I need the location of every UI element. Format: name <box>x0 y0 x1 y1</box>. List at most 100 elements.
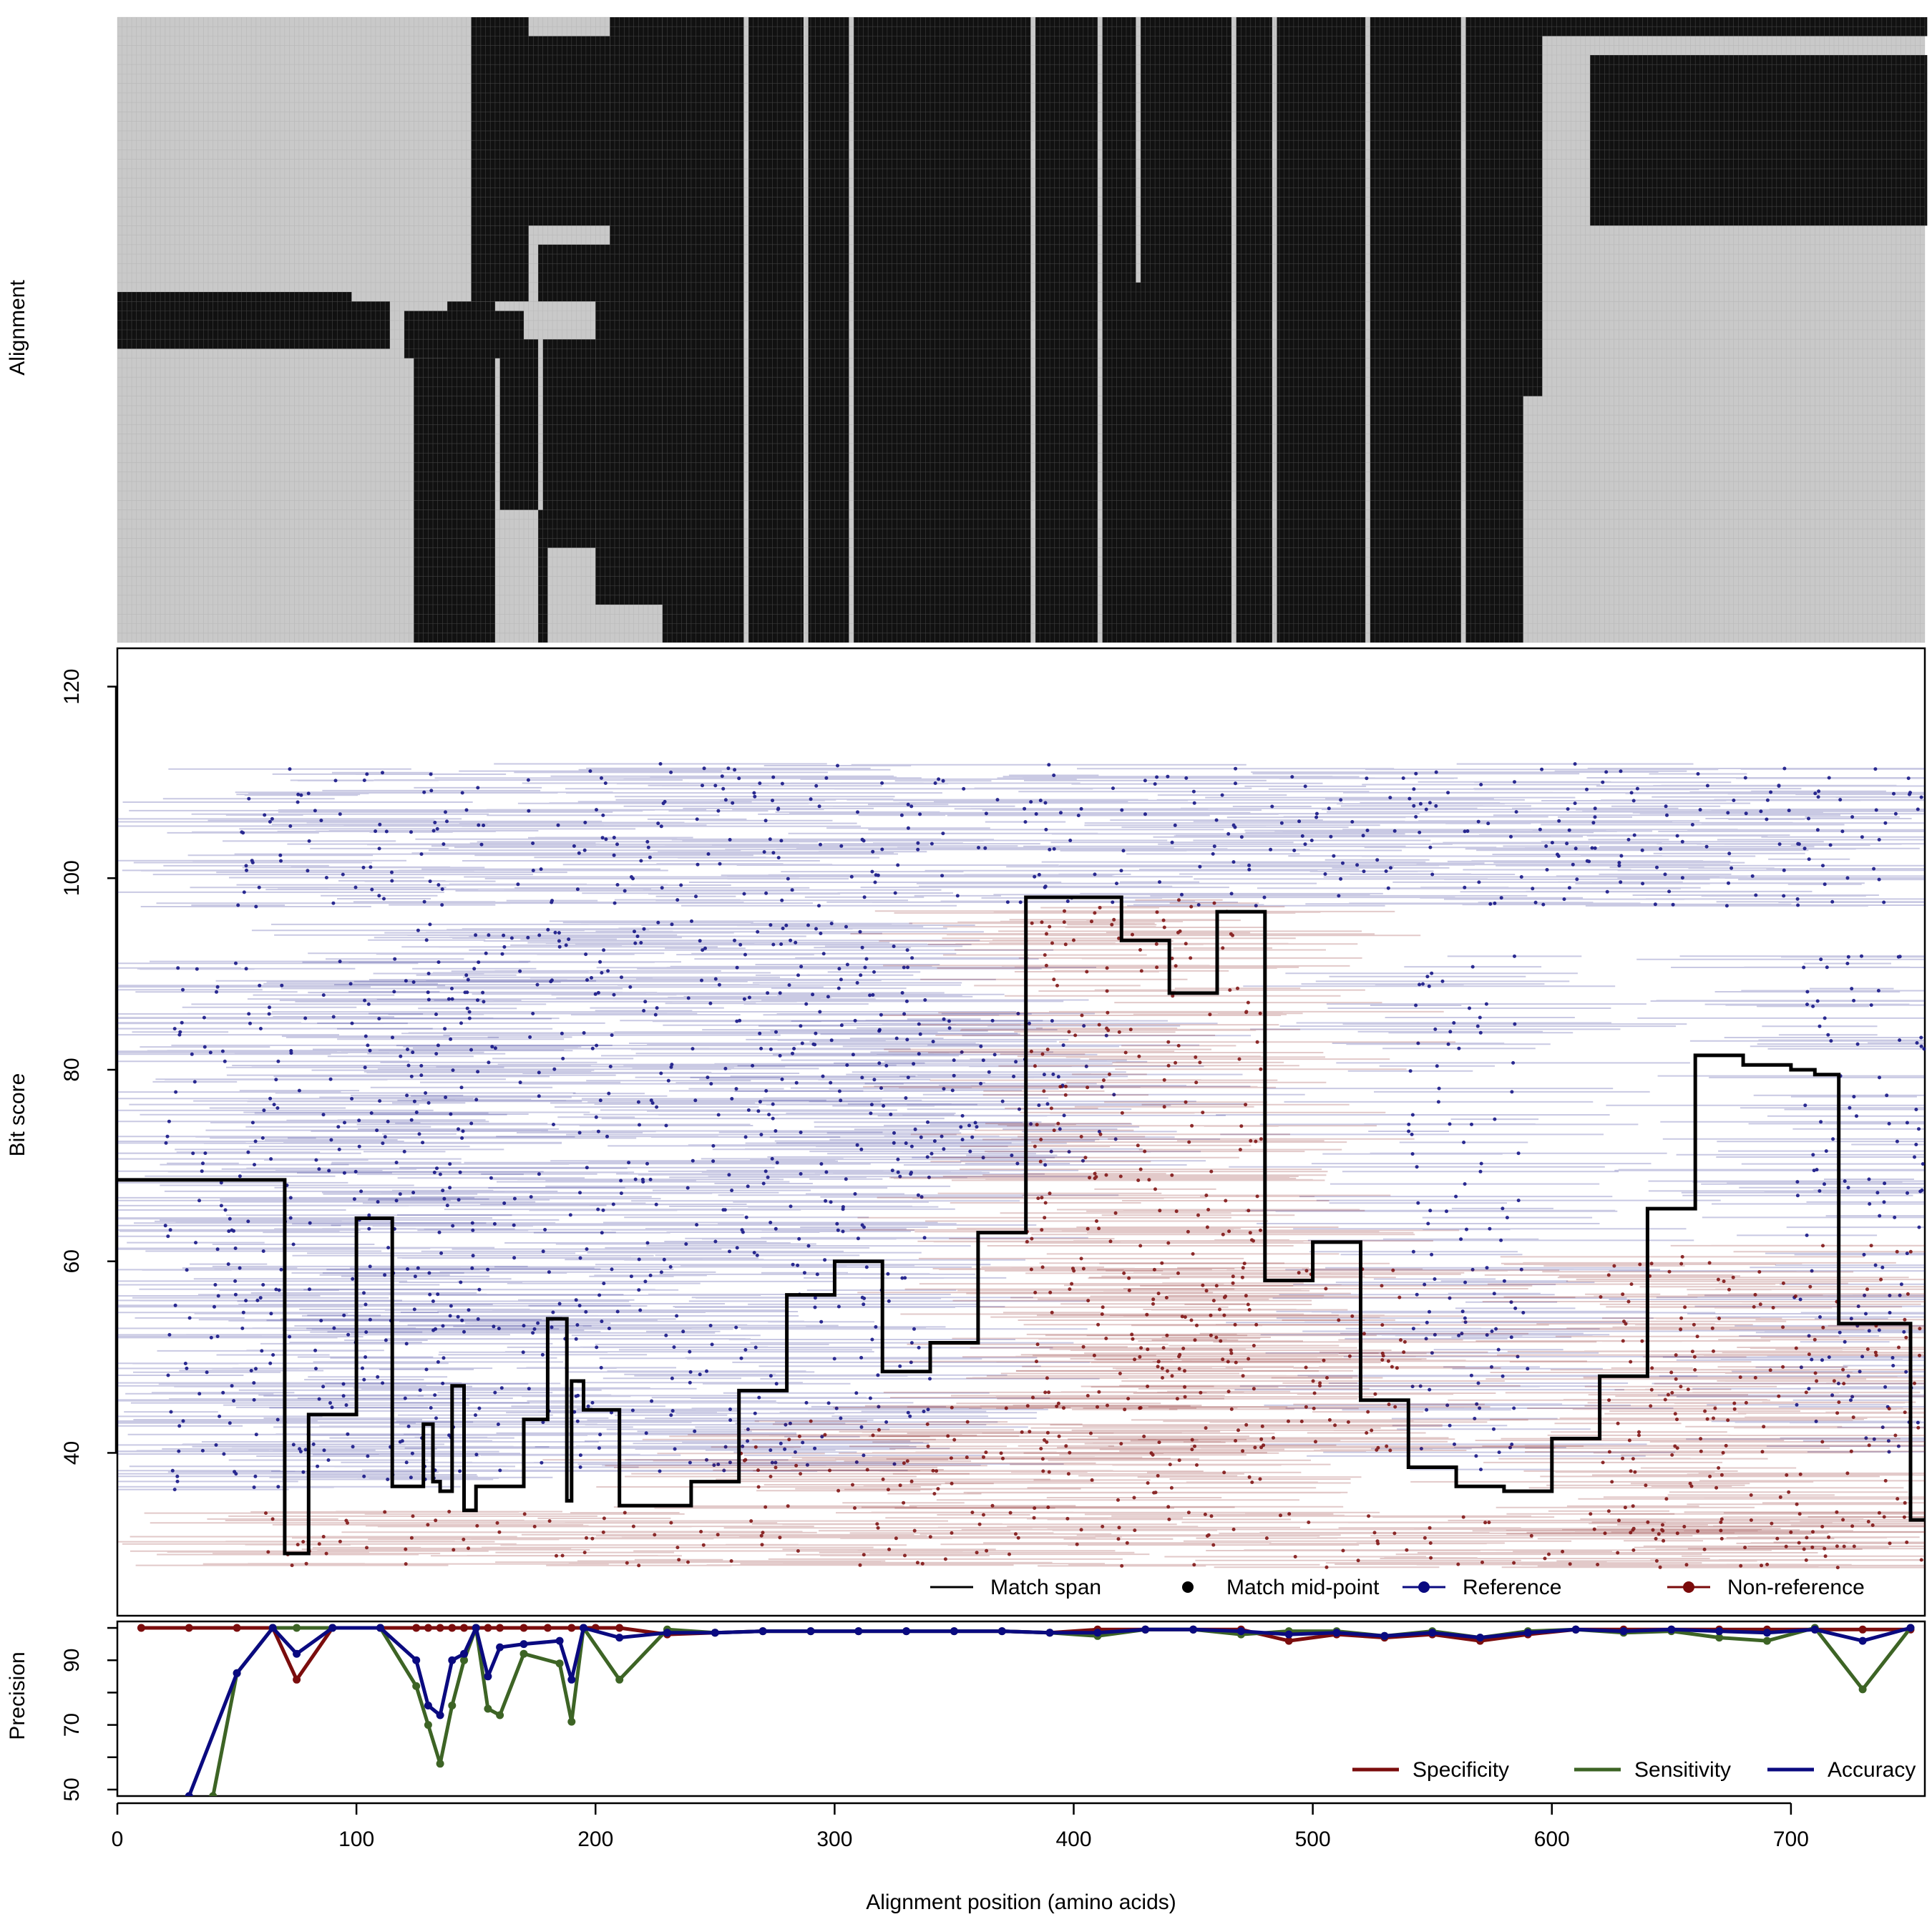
accuracy-point <box>472 1624 480 1632</box>
sensitivity-point <box>1763 1637 1771 1645</box>
accuracy-point <box>1715 1627 1723 1635</box>
accuracy-point <box>854 1627 862 1635</box>
x-tick-label: 500 <box>1295 1828 1331 1851</box>
bitscore-y-tick-label: 100 <box>60 860 84 896</box>
accuracy-point <box>1285 1631 1293 1639</box>
accuracy-point <box>1667 1626 1675 1634</box>
accuracy-point <box>448 1657 456 1664</box>
accuracy-point <box>1763 1629 1771 1636</box>
specificity-point <box>615 1624 623 1632</box>
specificity-point <box>460 1624 468 1632</box>
legend-label: Non-reference <box>1727 1576 1865 1599</box>
filled-block-10 <box>349 301 390 348</box>
sensitivity-point <box>567 1718 575 1726</box>
legend-label: Match span <box>990 1576 1101 1599</box>
accuracy-point <box>293 1650 301 1658</box>
legend-dot <box>1683 1581 1694 1593</box>
bitscore-y-axis: 406080100120 <box>60 669 117 1465</box>
x-tick-label: 200 <box>577 1828 613 1851</box>
sensitivity-point <box>209 1792 217 1800</box>
x-tick-label: 700 <box>1773 1828 1809 1851</box>
bitscore-panel: Bit score 406080100120 Match span Match m… <box>6 648 1926 1616</box>
accuracy-point <box>567 1676 575 1684</box>
accuracy-point <box>1907 1624 1915 1632</box>
accuracy-point <box>759 1627 767 1635</box>
accuracy-point <box>1859 1637 1867 1645</box>
sensitivity-point <box>424 1721 432 1729</box>
precision-y-axis: 50 70 90 <box>60 1628 117 1802</box>
accuracy-point <box>1524 1629 1532 1636</box>
x-tick-label: 600 <box>1534 1828 1570 1851</box>
specificity-point <box>412 1624 420 1632</box>
sensitivity-point <box>1859 1685 1867 1693</box>
bitscore-ylabel: Bit score <box>6 1073 29 1157</box>
specificity-point <box>544 1624 552 1632</box>
sensitivity-point <box>448 1702 456 1709</box>
accuracy-point <box>998 1627 1006 1635</box>
accuracy-point <box>1380 1632 1388 1640</box>
legend-dot <box>1418 1581 1430 1593</box>
accuracy-point <box>1189 1626 1197 1634</box>
specificity-point <box>448 1624 456 1632</box>
specificity-point <box>424 1624 432 1632</box>
alignment-panel: Alignment <box>6 17 1927 643</box>
accuracy-point <box>1620 1627 1628 1635</box>
specificity-point <box>185 1624 193 1632</box>
accuracy-point <box>376 1624 384 1632</box>
sensitivity-point <box>293 1624 301 1632</box>
bitscore-y-tick-label: 60 <box>60 1249 84 1273</box>
precision-y-tick-label: 50 <box>60 1777 84 1801</box>
specificity-point <box>567 1624 575 1632</box>
specificity-point <box>233 1624 241 1632</box>
sensitivity-point <box>412 1682 420 1690</box>
accuracy-point <box>1333 1629 1341 1636</box>
accuracy-point <box>807 1627 815 1635</box>
alignment-ylabel: Alignment <box>6 280 29 376</box>
x-axis-label: Alignment position (amino acids) <box>866 1890 1176 1914</box>
x-tick-label: 300 <box>816 1828 852 1851</box>
sensitivity-point <box>520 1650 528 1658</box>
accuracy-point <box>436 1712 444 1719</box>
specificity-point <box>496 1624 504 1632</box>
accuracy-point <box>1093 1629 1101 1636</box>
accuracy-point <box>424 1702 432 1709</box>
accuracy-point <box>1811 1626 1819 1634</box>
bitscore-y-tick-label: 40 <box>60 1441 84 1465</box>
sensitivity-point <box>484 1705 492 1713</box>
accuracy-point <box>269 1624 277 1632</box>
specificity-point <box>293 1676 301 1684</box>
precision-ylabel: Precision <box>6 1652 29 1740</box>
precision-panel: Precision 50 70 90 Specificity Sensitivity A… <box>6 1621 1925 1914</box>
legend-label: Match mid-point <box>1226 1576 1380 1599</box>
shared-x-axis: 0 100 200 300 400 500 600 700 <box>112 1803 1809 1851</box>
sensitivity-point <box>436 1760 444 1767</box>
bitscore-y-tick-label: 120 <box>60 669 84 705</box>
accuracy-point <box>615 1634 623 1641</box>
accuracy-point <box>412 1657 420 1664</box>
accuracy-point <box>233 1669 241 1677</box>
accuracy-point <box>711 1629 719 1636</box>
accuracy-point <box>556 1637 564 1645</box>
precision-y-tick-label: 90 <box>60 1649 84 1672</box>
specificity-point <box>484 1624 492 1632</box>
accuracy-point <box>484 1672 492 1680</box>
accuracy-point <box>1476 1634 1484 1641</box>
precision-legend: Specificity Sensitivity Accuracy <box>1352 1758 1916 1782</box>
accuracy-point <box>460 1650 468 1658</box>
accuracy-point <box>328 1624 336 1632</box>
accuracy-point <box>1046 1629 1054 1636</box>
x-tick-label: 100 <box>338 1828 374 1851</box>
accuracy-point <box>580 1624 587 1632</box>
accuracy-point <box>520 1640 528 1648</box>
sensitivity-point <box>556 1659 564 1667</box>
legend-label: Accuracy <box>1828 1758 1916 1782</box>
accuracy-point <box>902 1627 910 1635</box>
legend-dot <box>1182 1581 1194 1593</box>
x-tick-label: 400 <box>1055 1828 1091 1851</box>
specificity-point <box>1859 1626 1867 1634</box>
x-tick-label: 0 <box>112 1828 124 1851</box>
accuracy-point <box>496 1644 504 1652</box>
precision-y-tick-label: 70 <box>60 1713 84 1737</box>
accuracy-point <box>663 1629 671 1636</box>
